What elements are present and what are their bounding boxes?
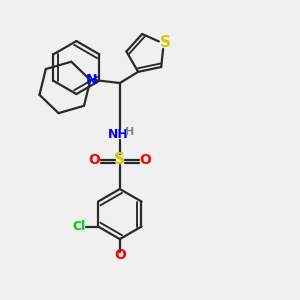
Text: Cl: Cl (72, 220, 86, 233)
Text: O: O (114, 248, 126, 262)
Text: NH: NH (108, 128, 129, 141)
Text: H: H (125, 127, 135, 136)
Text: O: O (88, 153, 100, 166)
Text: N: N (86, 73, 98, 87)
Text: O: O (140, 153, 152, 166)
Text: S: S (160, 35, 171, 50)
Text: S: S (114, 152, 125, 167)
